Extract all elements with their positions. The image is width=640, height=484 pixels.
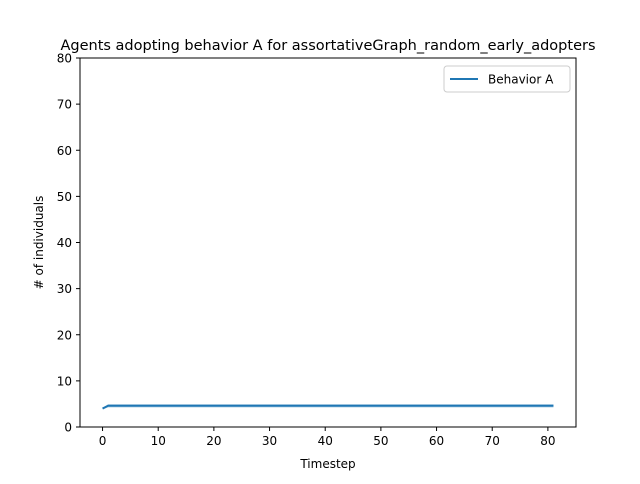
x-tick-label: 70 [485, 434, 500, 448]
y-tick-label: 30 [57, 282, 72, 296]
x-tick-label: 0 [99, 434, 107, 448]
x-axis-ticks: 0 10 20 30 40 50 60 70 80 [99, 427, 556, 448]
x-tick-label: 60 [429, 434, 444, 448]
x-tick-label: 10 [151, 434, 166, 448]
y-tick-label: 50 [57, 190, 72, 204]
legend: Behavior A [443, 65, 571, 93]
x-axis-label: Timestep [299, 457, 355, 471]
series-line-behavior-a [102, 404, 554, 410]
x-tick-label: 40 [318, 434, 333, 448]
x-tick-label: 50 [373, 434, 388, 448]
chart-title: Agents adopting behavior A for assortati… [60, 38, 595, 54]
y-tick-label: 0 [64, 421, 72, 435]
y-tick-label: 80 [57, 52, 72, 66]
x-tick-label: 30 [262, 434, 277, 448]
y-axis-ticks: 0 10 20 30 40 50 60 70 80 [57, 52, 80, 435]
y-tick-label: 70 [57, 98, 72, 112]
x-tick-label: 80 [540, 434, 555, 448]
legend-label-behavior-a: Behavior A [488, 73, 554, 87]
y-axis-label: # of individuals [32, 196, 46, 290]
y-tick-label: 60 [57, 144, 72, 158]
legend-frame [443, 65, 571, 93]
plot-area [102, 403, 554, 410]
x-tick-label: 20 [206, 434, 221, 448]
y-tick-label: 10 [57, 374, 72, 388]
y-tick-label: 40 [57, 236, 72, 250]
y-tick-label: 20 [57, 328, 72, 342]
